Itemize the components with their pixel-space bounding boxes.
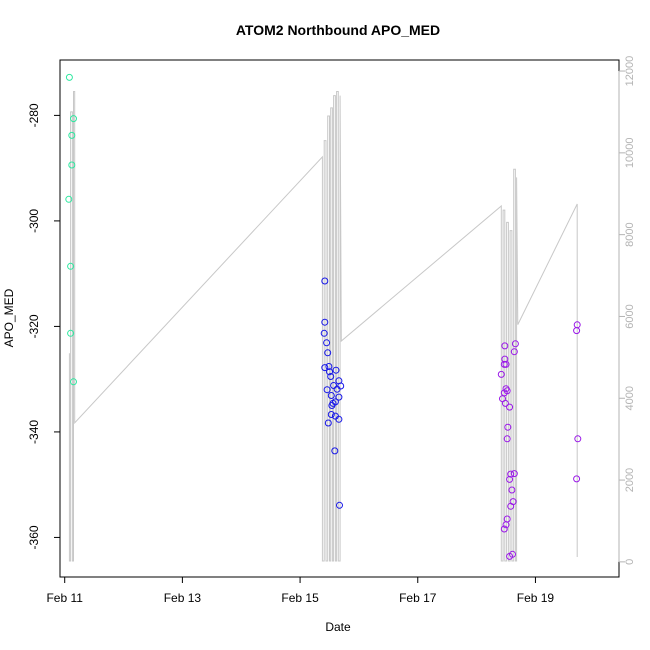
data-point <box>503 435 511 443</box>
data-point <box>510 470 518 478</box>
right-tick-label: 8000 <box>624 222 636 246</box>
data-point <box>500 525 508 533</box>
data-point <box>324 419 332 427</box>
right-tick-label: 2000 <box>624 468 636 492</box>
y-tick-label: -320 <box>27 314 41 338</box>
data-point <box>335 393 343 401</box>
data-point <box>330 382 338 389</box>
x-tick-label: Feb 15 <box>281 591 319 605</box>
right-tick-label: 4000 <box>624 386 636 410</box>
y-tick-label: -340 <box>27 420 41 444</box>
y-axis: -280 -300 -320 -340 -360 <box>27 103 61 549</box>
data-point <box>321 364 329 372</box>
data-point <box>508 486 516 494</box>
data-point <box>327 411 335 418</box>
right-tick-label: 10000 <box>624 138 636 169</box>
data-point <box>320 329 328 337</box>
data-point <box>326 368 333 376</box>
x-tick-label: Feb 13 <box>164 591 202 605</box>
data-point <box>327 373 335 380</box>
data-point <box>507 470 515 478</box>
data-point <box>70 115 77 123</box>
x-tick-label: Feb 19 <box>517 591 555 605</box>
data-point <box>506 475 514 483</box>
y-axis-label: APO_MED <box>2 288 16 347</box>
data-point <box>501 342 509 350</box>
data-point <box>511 340 519 348</box>
data-point <box>321 318 329 326</box>
data-point <box>323 386 331 394</box>
right-tick-label: 6000 <box>624 304 636 328</box>
data-point <box>573 327 581 335</box>
data-point <box>324 349 332 357</box>
secondary-line-layer <box>68 91 578 562</box>
right-tick-label: 0 <box>624 559 636 565</box>
data-point <box>65 73 73 81</box>
data-point <box>502 360 510 368</box>
data-point <box>506 403 514 411</box>
x-axis-label: Date <box>325 620 351 634</box>
data-point <box>504 423 512 431</box>
data-point <box>501 399 509 407</box>
data-point <box>335 415 343 423</box>
data-point <box>67 329 75 337</box>
data-point <box>331 447 339 455</box>
data-point <box>68 161 76 169</box>
data-point <box>321 277 329 285</box>
y-tick-label: -300 <box>27 209 41 233</box>
x-tick-label: Feb 17 <box>399 591 437 605</box>
data-point <box>501 355 509 363</box>
data-point <box>502 521 510 529</box>
data-point <box>507 502 515 510</box>
plot-frame <box>59 59 620 578</box>
data-point <box>327 392 335 399</box>
y-tick-label: -280 <box>27 103 41 127</box>
data-point <box>325 363 333 370</box>
x-axis: Feb 11 Feb 13 Feb 15 Feb 17 Feb 19 <box>46 576 555 605</box>
points-layer <box>65 73 582 560</box>
x-tick-label: Feb 11 <box>46 591 83 605</box>
right-tick-label: 12000 <box>624 56 636 87</box>
data-point <box>573 475 581 483</box>
data-point <box>323 339 331 347</box>
data-point <box>332 366 340 374</box>
data-point <box>329 399 337 407</box>
data-point <box>506 552 514 560</box>
y-tick-label: -360 <box>27 525 41 549</box>
data-point <box>574 435 582 443</box>
chart-title: ATOM2 Northbound APO_MED <box>236 22 440 38</box>
data-point <box>68 131 76 139</box>
data-point <box>497 370 505 378</box>
data-point <box>67 262 75 270</box>
data-point <box>337 382 345 390</box>
data-point <box>510 348 518 356</box>
right-axis: 0 2000 4000 6000 8000 10000 12000 <box>618 56 636 565</box>
data-point <box>70 378 77 386</box>
data-point <box>336 501 343 509</box>
secondary-line <box>68 91 578 562</box>
data-point <box>65 195 73 203</box>
